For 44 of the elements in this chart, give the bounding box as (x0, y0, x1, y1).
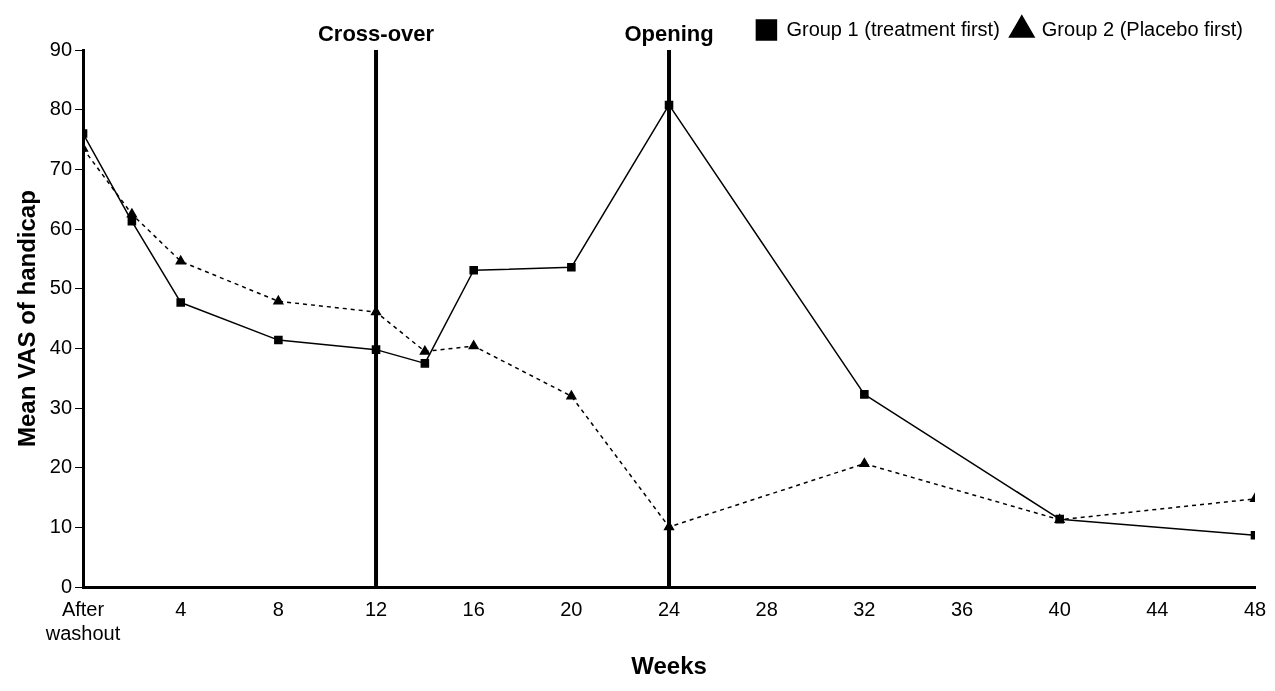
point (127, 217, 137, 226)
y-tick-label: 50 (49, 276, 73, 299)
y-tick-label: 70 (49, 156, 73, 179)
x-tick-label: 28 (755, 597, 778, 620)
x-tick-label: 48 (1243, 597, 1267, 620)
y-tick-label: 20 (49, 455, 73, 478)
point (664, 100, 674, 110)
y-tick-label: 80 (49, 97, 73, 120)
point (468, 340, 479, 350)
y-tick-label: 10 (49, 515, 73, 538)
legend-label: Group 2 (Placebo first) (1041, 17, 1244, 40)
x-tick-label: 16 (462, 597, 485, 620)
point (273, 295, 284, 305)
y-tick-label: 40 (49, 335, 73, 358)
point (371, 345, 381, 354)
x-tick-label: 8 (272, 597, 284, 620)
x-tick-label: 36 (950, 597, 974, 620)
ref-line-label: Opening (624, 21, 714, 47)
point (419, 345, 430, 355)
x-tick-label: After washout (44, 597, 121, 644)
x-tick-label: 24 (657, 597, 681, 620)
point (176, 298, 185, 307)
legend-label: Group 1 (treatment first) (786, 17, 1000, 40)
point (469, 265, 478, 275)
point (274, 335, 283, 345)
point (175, 255, 186, 265)
x-tick-label: 32 (853, 597, 876, 620)
point (859, 457, 870, 467)
x-tick-label: 40 (1048, 597, 1071, 620)
y-tick-label: 60 (49, 216, 73, 239)
x-tick-label: 44 (1146, 597, 1169, 620)
x-axis-title: Weeks (631, 652, 707, 680)
point (860, 390, 869, 399)
point (567, 262, 576, 272)
x-tick-label: 20 (560, 597, 583, 620)
y-tick-label: 0 (60, 574, 73, 597)
x-tick-label: 4 (175, 597, 187, 620)
ref-line-label: Cross-over (317, 21, 435, 47)
point (420, 359, 430, 368)
x-tick-label: 12 (364, 597, 388, 620)
y-axis-title: Mean VAS of handicap (13, 190, 41, 448)
y-tick-label: 30 (49, 395, 73, 418)
y-tick-label: 90 (49, 37, 73, 60)
point (566, 390, 577, 400)
